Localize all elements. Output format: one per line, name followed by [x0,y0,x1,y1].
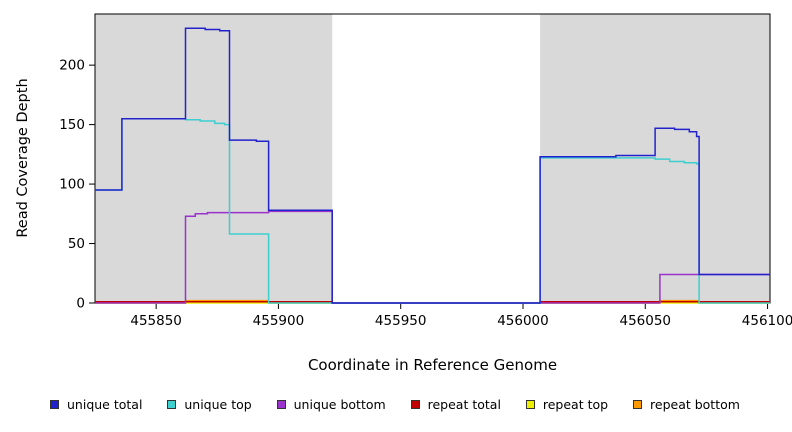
y-tick-label: 100 [59,177,85,193]
legend-item-unique-top: unique top [167,397,252,412]
x-tick-label: 455850 [130,313,182,329]
legend-label: repeat total [427,397,501,412]
shaded-region [95,14,333,303]
legend-item-repeat-bottom: repeat bottom [633,397,740,412]
legend-item-unique-total: unique total [50,397,142,412]
repeat-total-swatch-icon [410,400,420,409]
legend-item-repeat-top: repeat top [525,397,609,412]
legend-item-repeat-total: repeat total [410,397,501,412]
series-unique-total [95,27,770,304]
legend-label: repeat bottom [650,397,740,412]
y-tick-label: 0 [76,296,85,312]
x-tick-label: 456050 [619,313,671,329]
x-axis-title: Coordinate in Reference Genome [307,356,558,374]
y-tick-label: 150 [59,117,85,133]
legend-label: unique bottom [293,397,386,412]
unique-bottom-swatch-icon [276,400,286,409]
unique-top-swatch-icon [167,400,177,409]
y-axis-title: Read Coverage Depth [15,78,31,238]
legend-label: unique total [67,397,143,412]
repeat-top-swatch-icon [525,400,535,409]
repeat-bottom-swatch-icon [633,400,643,409]
legend: unique total unique top unique bottom re… [0,397,792,412]
series-unique-bottom [95,210,770,304]
legend-label: unique top [184,397,252,412]
y-tick-label: 200 [59,58,85,74]
series-unique-top [95,117,770,304]
x-tick-label: 455950 [375,313,427,329]
x-tick-label: 456000 [497,313,549,329]
x-tick-label: 456100 [742,313,792,329]
x-tick-label: 455900 [253,313,305,329]
unique-total-swatch-icon [50,400,59,409]
legend-label: repeat top [542,397,609,412]
legend-item-unique-bottom: unique bottom [276,397,386,412]
y-tick-label: 50 [68,236,85,252]
